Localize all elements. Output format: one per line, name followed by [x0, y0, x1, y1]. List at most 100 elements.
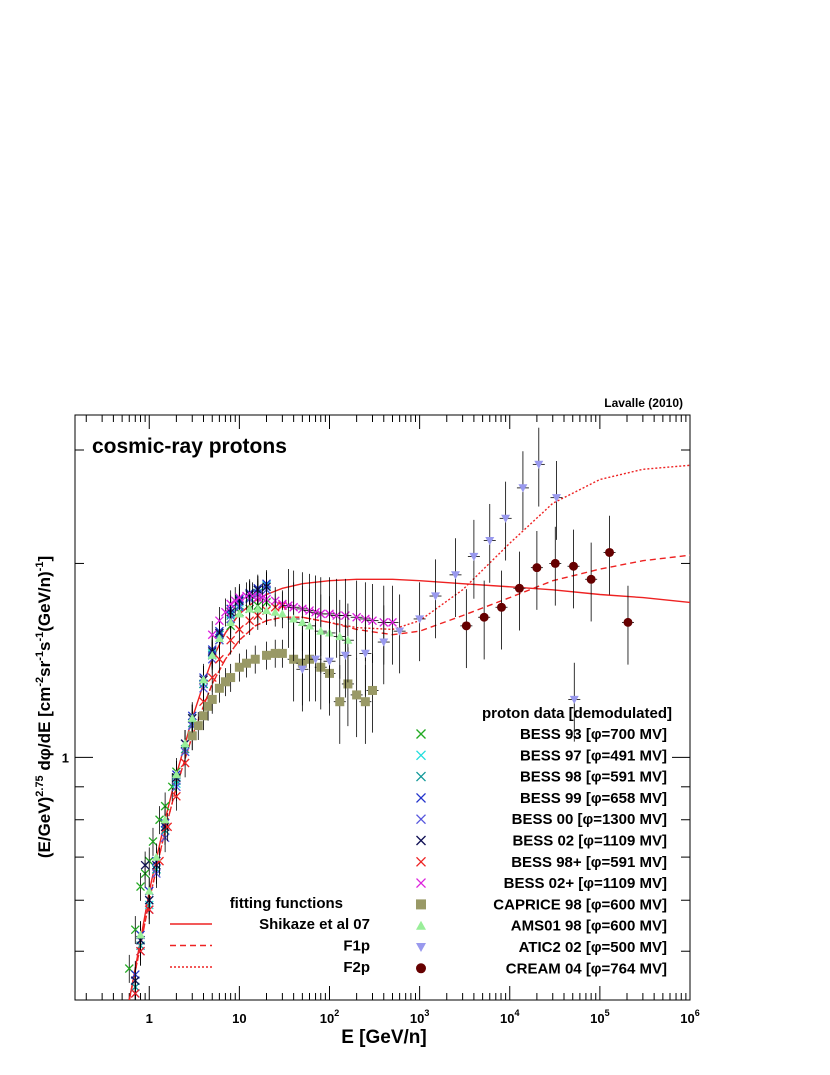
data-point [352, 612, 362, 622]
legend-entry-label: ATIC2 02 [φ=500 MV] [519, 939, 667, 956]
plot-frame [74, 414, 691, 1001]
data-point-b [140, 860, 150, 870]
data-point-b [234, 624, 244, 634]
data-point [187, 713, 197, 722]
data-point [277, 648, 287, 658]
data-point [262, 650, 272, 660]
data-point-b [130, 925, 140, 935]
y-label-sup-a: 2.75 [34, 775, 46, 796]
data-point [167, 782, 177, 792]
legend-data: proton data [demodulated] BESS 93 [φ=700 … [416, 705, 672, 977]
data-point-b [155, 815, 164, 825]
legend-marker [416, 835, 426, 846]
axis-ticks [75, 415, 691, 1000]
data-point [270, 648, 280, 658]
data-point [368, 616, 377, 626]
x-tick-label: 105 [590, 1008, 609, 1026]
series-4 [130, 576, 271, 1000]
data-point-b [214, 616, 224, 626]
data-point [305, 621, 315, 630]
legend-entry-label: BESS 02+ [φ=1109 MV] [504, 875, 667, 892]
x-tick-label: 104 [500, 1008, 519, 1026]
data-point [518, 484, 528, 493]
data-point [234, 609, 244, 618]
data-point [283, 601, 293, 611]
chart-title: cosmic-ray protons [92, 435, 287, 458]
legend-entry-label: BESS 93 [φ=700 MV] [520, 726, 667, 743]
data-point-b [171, 791, 181, 801]
data-point [289, 614, 299, 623]
data-point [325, 657, 335, 666]
legend-marker [416, 963, 426, 974]
data-point [144, 905, 154, 915]
legend-marker [416, 943, 426, 952]
data-point-b [136, 946, 145, 956]
data-point [352, 690, 362, 700]
y-tick-labels: 1 [62, 750, 69, 765]
data-point [230, 596, 240, 606]
data-point [485, 537, 495, 546]
data-point [343, 679, 353, 689]
data-point [226, 635, 236, 645]
data-point [151, 852, 161, 861]
series-9 [136, 582, 354, 950]
data-point [226, 673, 236, 683]
legend-entry-label: BESS 98 [φ=591 MV] [520, 769, 667, 786]
data-point-b [230, 596, 240, 606]
data-point [270, 607, 280, 616]
x-axis-label: E [GeV/n] [341, 1027, 427, 1048]
data-point-b [180, 758, 190, 768]
legend-marker [416, 750, 426, 761]
y-label-part-b: dφ/dE [cm [35, 687, 54, 776]
data-point-b [207, 673, 217, 683]
legend-marker [416, 878, 426, 889]
data-point [551, 494, 561, 503]
legend-marker-b [416, 878, 426, 889]
y-tick-label: 1 [62, 750, 69, 765]
data-point [234, 624, 244, 634]
data-point [140, 860, 150, 870]
data-point-b [214, 654, 224, 664]
data-point-b [388, 617, 397, 627]
data-point-b [199, 697, 208, 707]
data-point-b [144, 905, 154, 915]
data-point [207, 694, 217, 704]
data-point-b [207, 630, 217, 640]
data-point-b [226, 599, 236, 609]
data-point [532, 563, 542, 573]
series-5 [130, 573, 271, 996]
legend-marker [416, 729, 426, 739]
data-point [226, 599, 236, 609]
data-point-b [352, 612, 362, 622]
legend-marker-b [416, 771, 426, 782]
data-point [242, 658, 252, 668]
data-point-b [167, 782, 177, 792]
data-point [199, 675, 209, 684]
data-point [193, 721, 203, 731]
chart-credit: Lavalle (2010) [604, 396, 683, 410]
series-2 [130, 576, 271, 1000]
x-tick-label: 10 [232, 1011, 246, 1026]
data-point [586, 574, 596, 584]
data-point-b [130, 988, 140, 998]
data-point [207, 673, 217, 683]
legend-entry-label: CREAM 04 [φ=764 MV] [506, 960, 667, 977]
data-point-b [220, 607, 230, 617]
data-point [234, 593, 244, 603]
data-point [335, 697, 345, 707]
data-point [160, 815, 170, 824]
legend-marker-b [416, 856, 426, 867]
legend-marker [416, 856, 426, 867]
data-point [534, 460, 544, 469]
data-point [415, 615, 425, 624]
data-point [388, 617, 397, 627]
data-point-b [124, 964, 134, 973]
data-point [479, 612, 489, 622]
data-point [311, 607, 321, 617]
data-point [226, 617, 236, 626]
data-point [171, 770, 181, 779]
data-point [245, 604, 255, 613]
data-point [136, 930, 146, 939]
data-point-b [257, 593, 267, 603]
